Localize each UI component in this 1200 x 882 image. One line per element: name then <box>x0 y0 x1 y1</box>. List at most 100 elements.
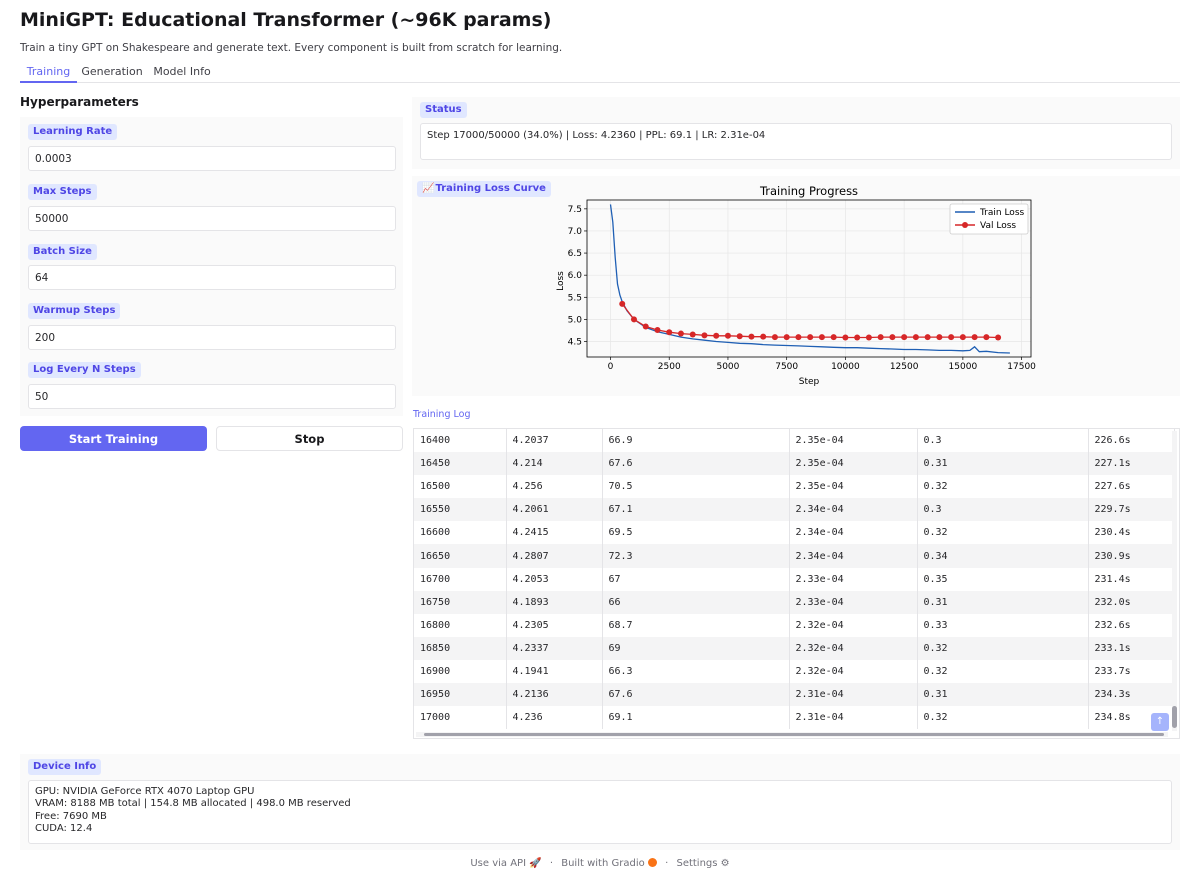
table-cell: 17000 <box>414 706 507 730</box>
rocket-icon: 🚀 <box>529 858 542 869</box>
val-loss-point <box>983 334 990 341</box>
table-cell: 2.35e-04 <box>789 429 918 453</box>
table-row: 16850 4.2337 69 2.32e-04 0.32 233.1s <box>414 636 1175 660</box>
val-loss-point <box>783 334 790 341</box>
vertical-scroll-thumb[interactable] <box>1172 706 1177 728</box>
table-cell: 69.1 <box>602 706 790 730</box>
plot-frame <box>586 199 1032 358</box>
val-loss-point <box>701 332 708 339</box>
table-cell: 69.5 <box>602 521 790 545</box>
settings-label: Settings <box>676 858 718 869</box>
val-loss-point <box>877 334 884 341</box>
table-cell: 0.32 <box>917 636 1089 660</box>
plot-label: Training Loss Curve <box>435 183 546 194</box>
max-steps-input[interactable] <box>28 206 396 231</box>
table-cell: 4.2807 <box>506 544 603 568</box>
device-free-line: Free: 7690 MB <box>35 810 107 822</box>
device-cuda-line: CUDA: 12.4 <box>35 822 93 834</box>
val-loss-point <box>995 334 1002 341</box>
table-row: 16600 4.2415 69.5 2.34e-04 0.32 230.4s <box>414 521 1175 545</box>
table-row: 16700 4.2053 67 2.33e-04 0.35 231.4s <box>414 567 1175 591</box>
tab-model-info[interactable]: Model Info <box>153 65 211 78</box>
table-cell: 16450 <box>414 452 507 476</box>
warmup-steps-label: Warmup Steps <box>28 303 121 319</box>
hyperparameters-panel: Learning Rate Max Steps Batch Size Warmu… <box>20 117 403 416</box>
val-loss-point <box>807 334 814 341</box>
val-loss-point <box>795 334 802 341</box>
val-loss-point <box>830 334 837 341</box>
table-cell: 227.6s <box>1088 475 1175 499</box>
table-cell: 16550 <box>414 498 507 522</box>
table-cell: 2.35e-04 <box>789 475 918 499</box>
table-cell: 16850 <box>414 636 507 660</box>
training-log-table[interactable]: 16400 4.2037 66.9 2.35e-04 0.3 226.6s 16450 4.2… <box>413 428 1180 739</box>
arrow-up-icon: ↑ <box>1155 716 1165 727</box>
device-info-panel: Device Info GPU: NVIDIA GeForce RTX 4070… <box>20 754 1180 850</box>
table-row: 16400 4.2037 66.9 2.35e-04 0.3 226.6s <box>414 429 1175 453</box>
table-cell: 72.3 <box>602 544 790 568</box>
val-loss-point <box>889 334 896 341</box>
val-loss-point <box>854 334 861 341</box>
horizontal-scroll-thumb[interactable] <box>424 733 1164 736</box>
status-label: Status <box>420 102 467 118</box>
start-training-button[interactable]: Start Training <box>20 426 207 451</box>
val-loss-point <box>936 334 943 341</box>
table-cell: 234.3s <box>1088 683 1175 707</box>
built-with-gradio-link[interactable]: Built with Gradio <box>561 858 657 869</box>
table-cell: 66 <box>602 590 790 614</box>
stop-button[interactable]: Stop <box>216 426 403 451</box>
table-cell: 16800 <box>414 613 507 637</box>
table-row: 17000 4.236 69.1 2.31e-04 0.32 234.8s <box>414 706 1175 730</box>
tab-generation[interactable]: Generation <box>81 65 143 78</box>
val-loss-point <box>736 333 743 340</box>
device-vram-line: VRAM: 8188 MB total | 154.8 MB allocated… <box>35 798 351 810</box>
x-tick-label: 12500 <box>890 362 919 372</box>
table-cell: 0.34 <box>917 544 1089 568</box>
table-row: 16800 4.2305 68.7 2.32e-04 0.33 232.6s <box>414 613 1175 637</box>
table-cell: 2.32e-04 <box>789 613 918 637</box>
tab-training[interactable]: Training <box>20 62 77 83</box>
table-row: 16750 4.1893 66 2.33e-04 0.31 232.0s <box>414 590 1175 614</box>
val-loss-point <box>630 316 637 323</box>
device-info-text: GPU: NVIDIA GeForce RTX 4070 Laptop GPU … <box>28 780 1172 844</box>
table-cell: 4.2061 <box>506 498 603 522</box>
table-cell: 229.7s <box>1088 498 1175 522</box>
table-cell: 67.1 <box>602 498 790 522</box>
page-subtitle: Train a tiny GPT on Shakespeare and gene… <box>20 42 563 54</box>
table-row: 16550 4.2061 67.1 2.34e-04 0.3 229.7s <box>414 498 1175 522</box>
horizontal-scrollbar[interactable] <box>416 732 1168 737</box>
y-tick-label: 6.0 <box>568 271 583 281</box>
learning-rate-label: Learning Rate <box>28 124 118 140</box>
log-every-input[interactable] <box>28 384 396 409</box>
x-axis-label: Step <box>799 377 820 387</box>
val-loss-point <box>654 327 661 334</box>
max-steps-label: Max Steps <box>28 184 97 200</box>
vertical-scrollbar[interactable] <box>1172 431 1177 731</box>
val-loss-point <box>948 334 955 341</box>
x-tick-label: 7500 <box>775 362 798 372</box>
use-via-api-link[interactable]: Use via API 🚀 <box>470 858 541 869</box>
table-cell: 0.3 <box>917 498 1089 522</box>
table-cell: 67 <box>602 567 790 591</box>
table-cell: 0.31 <box>917 452 1089 476</box>
table-cell: 0.31 <box>917 683 1089 707</box>
table-cell: 69 <box>602 636 790 660</box>
table-cell: 233.1s <box>1088 636 1175 660</box>
val-loss-point <box>619 300 626 307</box>
y-tick-label: 7.0 <box>568 227 583 237</box>
x-tick-label: 17500 <box>1007 362 1036 372</box>
table-cell: 2.32e-04 <box>789 659 918 684</box>
val-loss-point <box>724 332 731 339</box>
table-cell: 0.32 <box>917 706 1089 730</box>
chart-legend: Train Loss Val Loss <box>949 203 1029 235</box>
settings-link[interactable]: Settings ⚙ <box>676 858 729 869</box>
batch-size-input[interactable] <box>28 265 396 290</box>
warmup-steps-input[interactable] <box>28 325 396 350</box>
table-cell: 67.6 <box>602 452 790 476</box>
table-cell: 0.35 <box>917 567 1089 591</box>
footer-separator: · <box>549 858 554 869</box>
learning-rate-input[interactable] <box>28 146 396 171</box>
table-cell: 231.4s <box>1088 567 1175 591</box>
table-cell: 230.4s <box>1088 521 1175 545</box>
scroll-to-top-button[interactable]: ↑ <box>1151 713 1169 731</box>
